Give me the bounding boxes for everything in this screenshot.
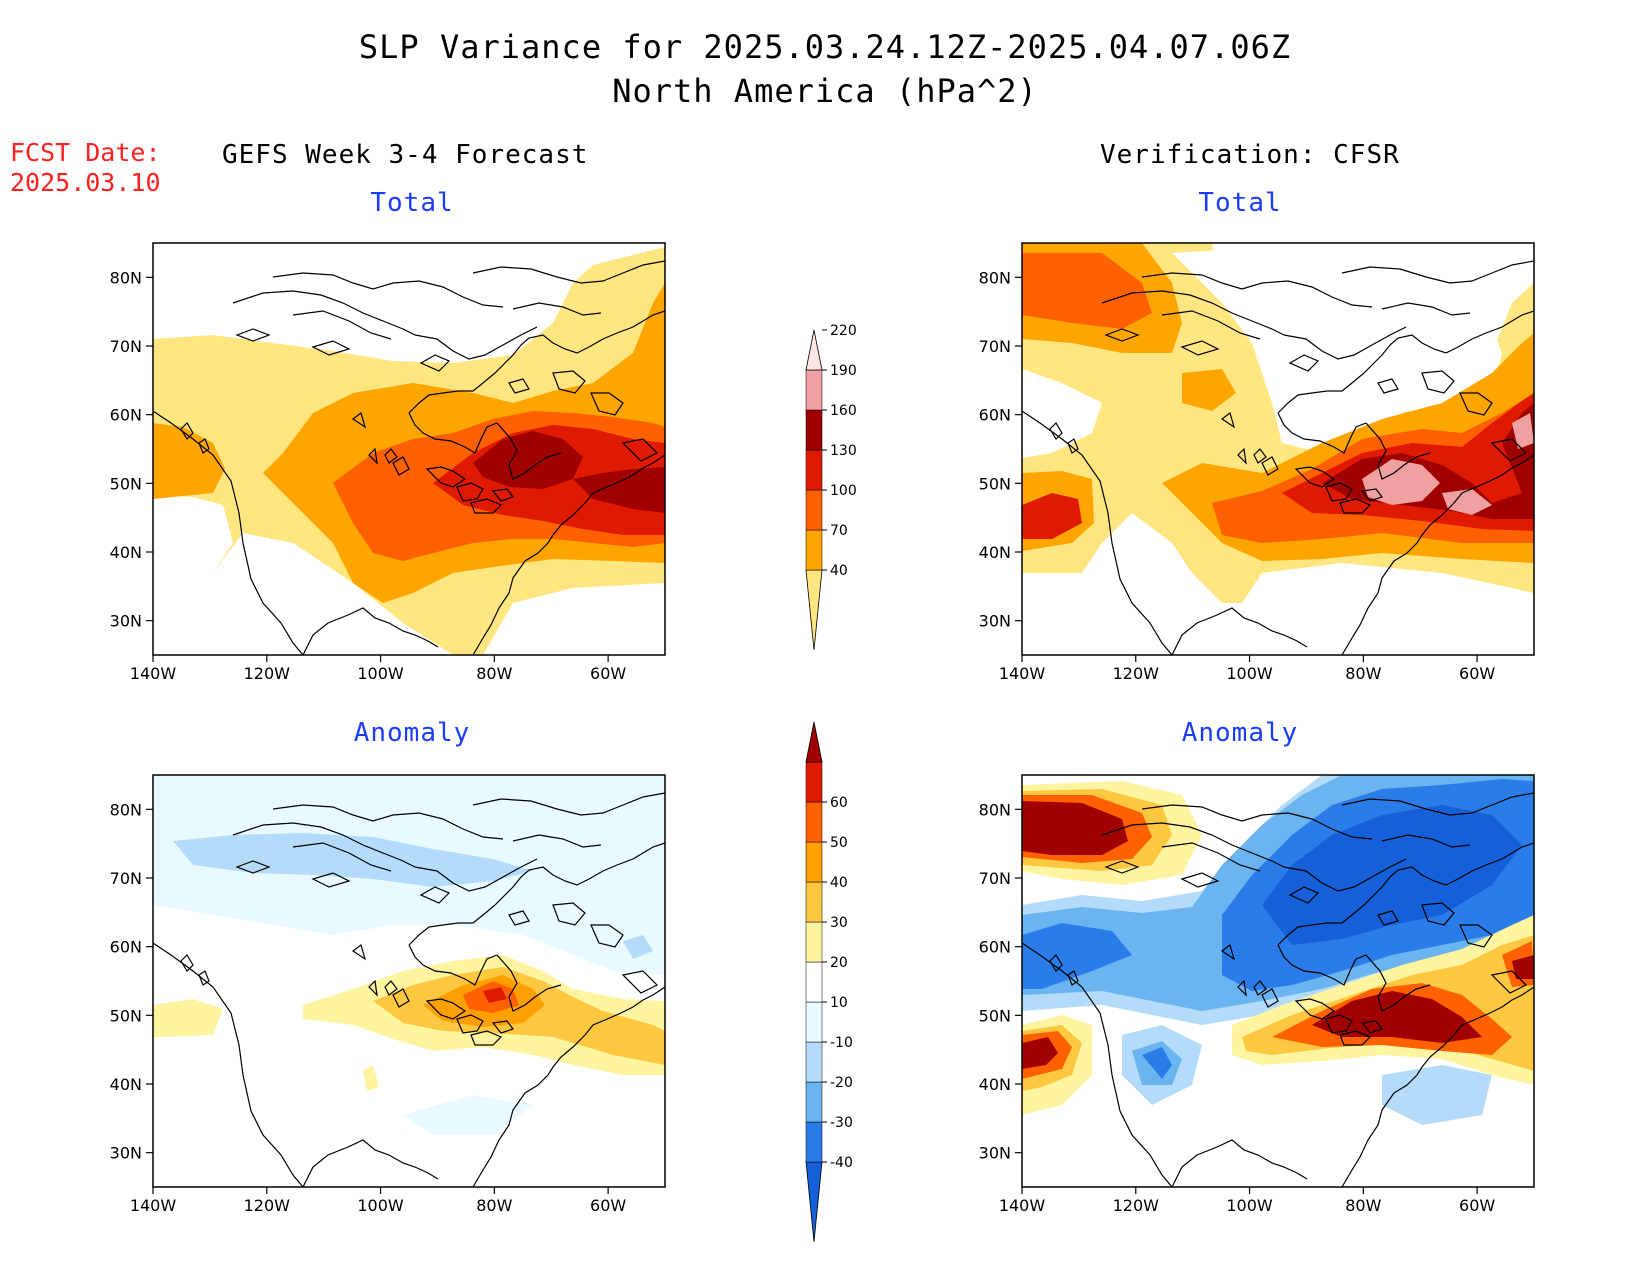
colorbar-label: -30 — [830, 1115, 853, 1131]
colorbar-swatch — [805, 881, 823, 923]
fcst-date-label: FCST Date: — [10, 138, 161, 167]
lon-tick-label: 120W — [1113, 1196, 1160, 1215]
lat-tick-label: 70N — [979, 869, 1011, 888]
forecast-total-title: Total — [370, 188, 454, 218]
lat-tick-label: 60N — [979, 406, 1011, 425]
colorbar-arrow-low — [805, 569, 823, 651]
lat-tick-label: 30N — [979, 1144, 1011, 1163]
colorbar-swatch — [805, 529, 823, 571]
lat-tick-label: 60N — [110, 938, 142, 957]
colorbar-swatch — [805, 369, 823, 411]
verification-total-panel — [1021, 242, 1535, 656]
colorbar-label: -20 — [830, 1075, 853, 1091]
colorbar-label: 130 — [830, 443, 857, 459]
colorbar-arrow-low — [805, 1161, 823, 1243]
lon-tick-label: 120W — [244, 664, 291, 683]
colorbar-label: 40 — [830, 563, 848, 579]
lon-tick-label: 60W — [1459, 664, 1495, 683]
lat-tick-label: 40N — [979, 543, 1011, 562]
verification-total-title: Total — [1198, 188, 1282, 218]
colorbar-label: 160 — [830, 403, 857, 419]
main-title: SLP Variance for 2025.03.24.12Z-2025.04.… — [358, 28, 1292, 66]
lon-tick-label: 80W — [1345, 664, 1381, 683]
colorbar-label: 30 — [830, 915, 848, 931]
lat-tick-label: 30N — [110, 612, 142, 631]
colorbar-swatch — [805, 1081, 823, 1123]
lat-tick-label: 30N — [979, 612, 1011, 631]
lon-tick-label: 80W — [1345, 1196, 1381, 1215]
colorbar-swatch — [805, 841, 823, 883]
colorbar-label: -10 — [830, 1035, 853, 1051]
lat-tick-label: 80N — [110, 268, 142, 287]
lat-tick-label: 40N — [110, 543, 142, 562]
lat-tick-label: 50N — [979, 474, 1011, 493]
lat-tick-label: 50N — [110, 474, 142, 493]
colorbar-label: 70 — [830, 523, 848, 539]
colorbar-label: 40 — [830, 875, 848, 891]
lon-tick-label: 60W — [590, 1196, 626, 1215]
forecast-anomaly-title: Anomaly — [353, 718, 471, 748]
colorbar-label: 190 — [830, 363, 857, 379]
colorbar-swatch — [805, 409, 823, 451]
colorbar-swatch — [805, 1041, 823, 1083]
lon-tick-label: 100W — [1226, 664, 1273, 683]
lon-tick-label: 120W — [244, 1196, 291, 1215]
forecast-total-panel — [152, 242, 666, 656]
lat-tick-label: 70N — [110, 869, 142, 888]
lon-tick-label: 140W — [130, 1196, 177, 1215]
lon-tick-label: 60W — [590, 664, 626, 683]
main-subtitle: North America (hPa^2) — [612, 72, 1038, 110]
colorbar-arrow-high — [805, 721, 823, 763]
colorbar-label: -40 — [830, 1155, 853, 1171]
lon-tick-label: 100W — [357, 664, 404, 683]
lat-tick-label: 50N — [110, 1006, 142, 1025]
colorbar-label: 10 — [830, 995, 848, 1011]
colorbar-label: 220 — [830, 323, 857, 339]
colorbar-arrow-high — [805, 329, 823, 371]
colorbar-swatch — [805, 449, 823, 491]
lat-tick-label: 80N — [979, 800, 1011, 819]
forecast-anomaly-panel — [152, 774, 666, 1188]
verification-column-title: Verification: CFSR — [1100, 140, 1400, 170]
colorbar-label: 100 — [830, 483, 857, 499]
lat-tick-label: 80N — [979, 268, 1011, 287]
colorbar-swatch — [805, 761, 823, 803]
lon-tick-label: 80W — [476, 1196, 512, 1215]
colorbar-swatch — [805, 801, 823, 843]
colorbar-swatch — [805, 1001, 823, 1043]
colorbar-label: 50 — [830, 835, 848, 851]
lon-tick-label: 80W — [476, 664, 512, 683]
lat-tick-label: 30N — [110, 1144, 142, 1163]
verification-anomaly-title: Anomaly — [1181, 718, 1299, 748]
fcst-date-value: 2025.03.10 — [10, 168, 161, 197]
lat-tick-label: 40N — [979, 1075, 1011, 1094]
lat-tick-label: 60N — [110, 406, 142, 425]
lon-tick-label: 100W — [357, 1196, 404, 1215]
verification-anomaly-panel — [1021, 774, 1535, 1188]
lat-tick-label: 70N — [979, 337, 1011, 356]
lon-tick-label: 100W — [1226, 1196, 1273, 1215]
lat-tick-label: 70N — [110, 337, 142, 356]
colorbar-label: 60 — [830, 795, 848, 811]
lon-tick-label: 120W — [1113, 664, 1160, 683]
lon-tick-label: 60W — [1459, 1196, 1495, 1215]
axes-layer: 80N 70N 60N 50N 40N 30N 140W 120W 100W 80W 60W 80N 7… — [110, 268, 1496, 1215]
colorbar-swatch — [805, 1121, 823, 1163]
lat-tick-label: 50N — [979, 1006, 1011, 1025]
lat-tick-label: 60N — [979, 938, 1011, 957]
lon-tick-label: 140W — [999, 1196, 1046, 1215]
lon-tick-label: 140W — [130, 664, 177, 683]
total-colorbar: 40 70 100 130 160 190 220 — [805, 323, 857, 651]
colorbar-swatch — [805, 921, 823, 963]
colorbar-label: 20 — [830, 955, 848, 971]
colorbar-swatch — [805, 961, 823, 1003]
lat-tick-label: 40N — [110, 1075, 142, 1094]
lat-tick-label: 80N — [110, 800, 142, 819]
forecast-column-title: GEFS Week 3-4 Forecast — [222, 140, 589, 170]
anomaly-colorbar: -40 -30 -20 -10 10 20 30 40 50 60 — [805, 721, 853, 1243]
lon-tick-label: 140W — [999, 664, 1046, 683]
colorbar-swatch — [805, 489, 823, 531]
